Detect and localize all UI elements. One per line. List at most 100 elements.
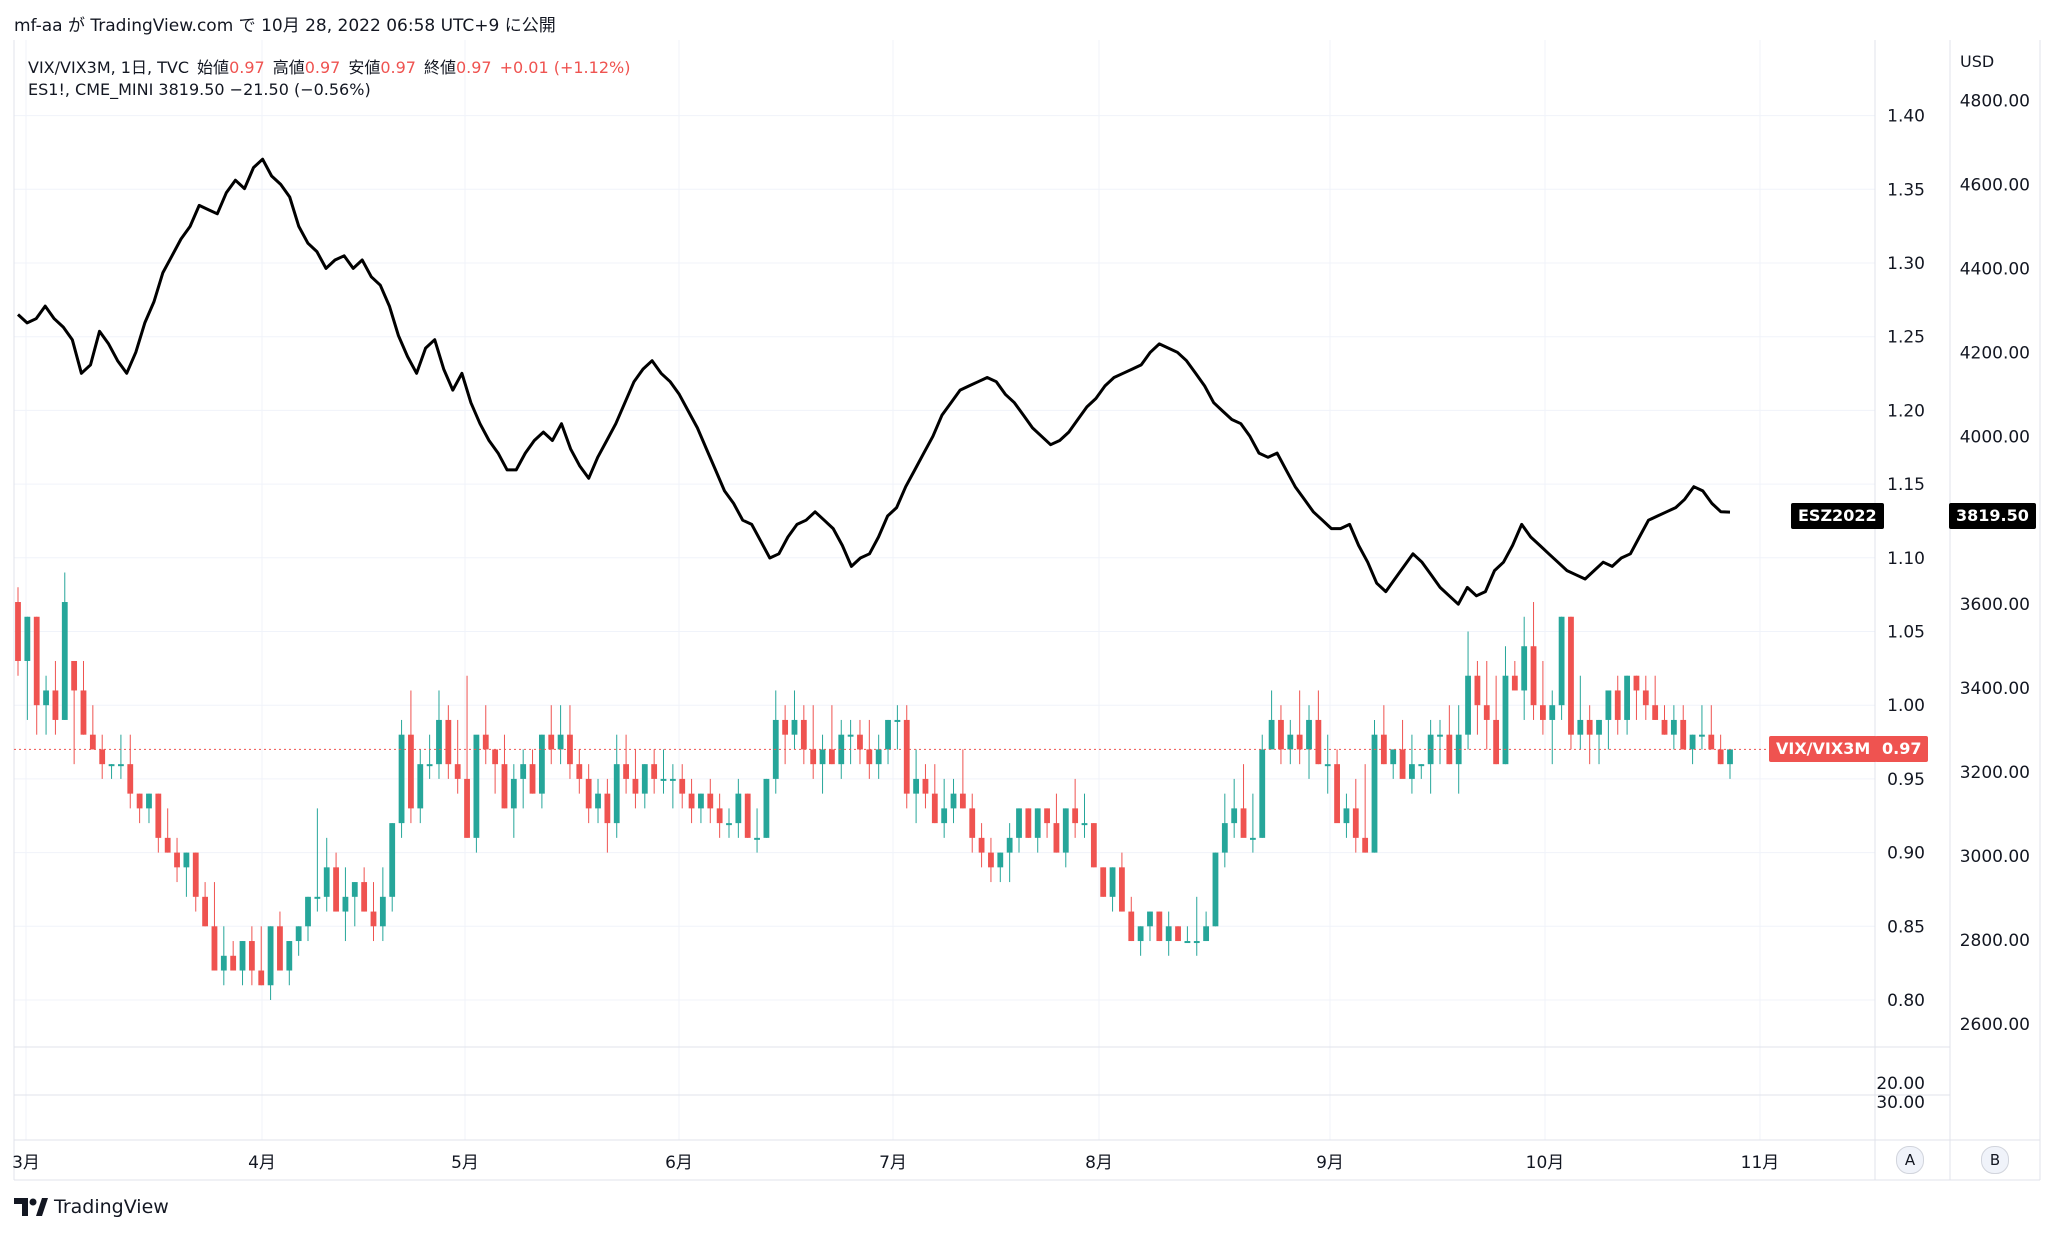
candle-body [1296, 734, 1303, 750]
candle-body [894, 719, 901, 722]
low-value: 0.97 [380, 58, 416, 77]
right-axis-tick: 2600.00 [1960, 1015, 2030, 1035]
candle-body [1680, 719, 1687, 750]
tradingview-logo[interactable]: TradingView [14, 1196, 169, 1218]
right-axis-tick: 4600.00 [1960, 175, 2030, 195]
time-axis-tick: 6月 [665, 1153, 693, 1173]
candle-body [829, 749, 835, 765]
candle-body [1586, 719, 1593, 735]
es-legend[interactable]: ES1!, CME_MINI 3819.50 −21.50 (−0.56%) [28, 80, 371, 99]
candle-body [1558, 616, 1565, 706]
candle-body [33, 616, 40, 706]
candle-body [323, 867, 330, 897]
candle-body [155, 793, 162, 838]
candle-body [1511, 675, 1518, 691]
candle-body [1044, 808, 1050, 824]
left-axis-tick: 1.10 [1887, 549, 1925, 569]
candle-body [295, 926, 302, 942]
right-axis-tick: 3600.00 [1960, 595, 2030, 615]
currency-label: USD [1960, 52, 1995, 71]
candle-body [1474, 675, 1481, 706]
candle-body [1380, 734, 1387, 765]
candle-body [1147, 911, 1153, 927]
publish-header: mf-aa が TradingView.com で 10月 28, 2022 0… [14, 16, 556, 36]
candle-body [510, 778, 517, 809]
vix-price-tag: 0.97 [1875, 736, 1929, 762]
candle-body [585, 778, 592, 809]
candle-body [1689, 734, 1696, 750]
candle-body [314, 896, 321, 899]
candle-body [576, 764, 583, 779]
candle-body [174, 852, 180, 868]
time-axis-tick: 11月 [1741, 1153, 1780, 1173]
candle-body [1156, 911, 1163, 942]
candle-body [913, 778, 919, 794]
time-axis-tick: 10月 [1526, 1153, 1565, 1173]
candle-body [726, 823, 732, 826]
high-label: 高値 [272, 58, 305, 77]
es-name-tag: ESZ2022 [1791, 503, 1884, 529]
candle-body [623, 764, 629, 779]
candle-body [482, 734, 489, 750]
candle-body [445, 719, 452, 765]
candle-body [99, 749, 106, 765]
time-axis-tick: 8月 [1085, 1153, 1113, 1173]
candle-body [1034, 808, 1041, 838]
candle-body [1175, 926, 1181, 942]
candle-body [988, 852, 994, 868]
candle-body [1717, 749, 1724, 765]
open-label: 始値 [197, 58, 230, 77]
es-line-series [16, 157, 1731, 606]
candle-body [744, 793, 751, 838]
change-value: +0.01 (+1.12%) [499, 58, 631, 77]
left-axis-tick: 0.90 [1887, 844, 1925, 864]
candle-body [1025, 808, 1032, 838]
candle-body [1521, 646, 1528, 691]
candle-body [922, 778, 929, 794]
candle-body [305, 896, 311, 927]
candle-body [1568, 616, 1574, 735]
candle-body [1539, 705, 1546, 720]
candle-body [1670, 719, 1677, 735]
right-axis-tick: 3000.00 [1960, 847, 2030, 867]
candle-body [118, 764, 124, 767]
candle-body [1062, 808, 1069, 853]
subpane-tick: 20.00 [1876, 1074, 1925, 1094]
log-scale-button[interactable]: B [1981, 1146, 2009, 1174]
candle-body [1240, 808, 1247, 838]
vix-legend: VIX/VIX3M, 1日, TVC 始値0.97 高値0.97 安値0.97 終値0.… [28, 54, 638, 78]
candle-body [950, 793, 957, 809]
right-axis-tick: 3200.00 [1960, 763, 2030, 783]
candle-body [632, 778, 639, 794]
candle-body [192, 852, 199, 897]
vix-candlestick-series [15, 572, 1733, 1000]
candle-body [61, 602, 68, 720]
close-value: 0.97 [455, 58, 492, 77]
candle-body [548, 734, 555, 750]
candle-body [1165, 926, 1172, 942]
candle-body [866, 749, 873, 765]
candle-body [735, 793, 742, 824]
candle-body [1249, 837, 1256, 840]
right-axis-tick: 3400.00 [1960, 679, 2030, 699]
tradingview-logo-icon [14, 1198, 48, 1216]
candle-body [1699, 734, 1705, 737]
left-axis-tick: 0.95 [1887, 770, 1925, 790]
candle-body [379, 896, 386, 927]
candle-body [258, 970, 265, 986]
candle-body [248, 941, 255, 971]
auto-scale-button[interactable]: A [1896, 1146, 1924, 1174]
candle-body [791, 719, 798, 735]
candle-body [1624, 675, 1630, 720]
candle-body [1577, 719, 1584, 735]
candle-body [89, 734, 96, 750]
candle-body [1409, 764, 1415, 779]
candle-body [211, 926, 218, 971]
vix-symbol[interactable]: VIX/VIX3M, 1日, TVC [28, 58, 190, 77]
candle-body [24, 616, 31, 661]
candle-body [875, 749, 882, 765]
candle-body [1119, 867, 1125, 912]
candle-body [1596, 719, 1602, 735]
candle-body [1081, 823, 1088, 826]
